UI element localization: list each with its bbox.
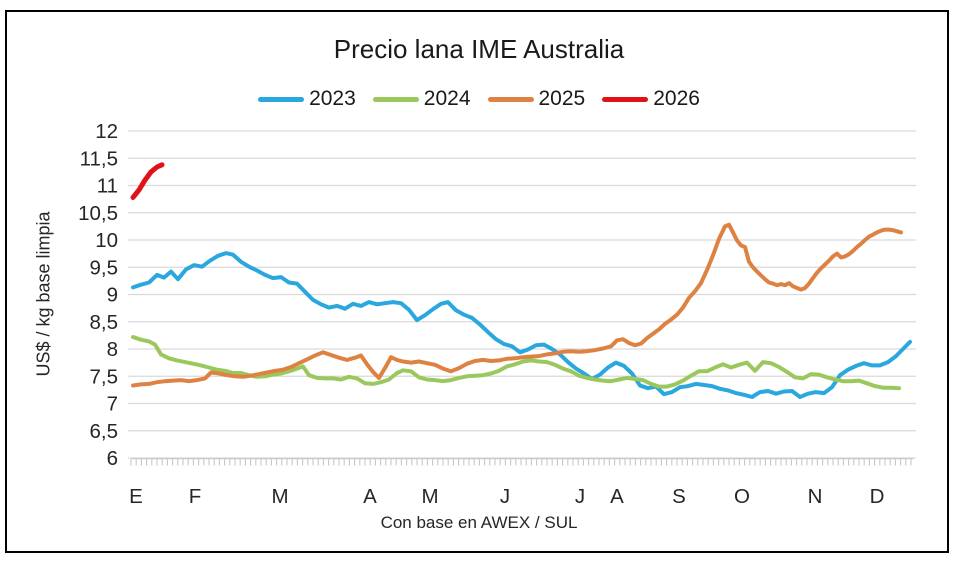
y-tick-label: 6 <box>107 447 118 470</box>
x-month-label: M <box>271 485 288 508</box>
legend-label-2026: 2026 <box>653 87 700 110</box>
y-tick-label: 9 <box>107 284 118 307</box>
legend-item-2025: 2025 <box>487 87 586 111</box>
y-tick-label: 9,5 <box>90 256 119 279</box>
y-tick-label: 10 <box>95 229 118 252</box>
series-line-2024 <box>131 335 901 391</box>
source-caption: Con base en AWEX / SUL <box>380 513 578 532</box>
y-tick-label: 8,5 <box>90 311 119 334</box>
y-tick-label: 10,5 <box>78 202 118 225</box>
x-month-label: J <box>575 485 585 508</box>
legend-label-2023: 2023 <box>309 87 356 110</box>
legend-label-2025: 2025 <box>538 87 586 110</box>
legend-item-2023: 2023 <box>258 87 356 111</box>
legend-swatch-2023 <box>258 96 305 102</box>
legend-label-2024: 2024 <box>423 87 471 110</box>
x-month-label: O <box>734 485 750 508</box>
x-month-label: E <box>129 485 143 508</box>
y-tick-label: 7,5 <box>90 365 119 388</box>
legend-item-2026: 2026 <box>602 87 700 111</box>
legend-swatch-2025 <box>487 96 534 102</box>
y-tick-label: 12 <box>95 120 118 143</box>
x-month-label: A <box>610 485 624 508</box>
y-tick-label: 8 <box>107 338 118 361</box>
series-line-2023 <box>131 251 912 399</box>
legend-swatch-2024 <box>372 96 419 102</box>
legend: 2023 2024 2025 2026 <box>0 87 958 111</box>
chart-frame-border <box>5 10 949 553</box>
x-month-label: A <box>363 485 377 508</box>
series-line-2025 <box>131 222 903 388</box>
chart-title: Precio lana IME Australia <box>333 34 625 64</box>
y-tick-label: 11 <box>97 175 118 198</box>
x-month-label: S <box>672 485 686 508</box>
y-tick-label: 6,5 <box>90 420 119 443</box>
y-tick-label: 7 <box>107 393 118 416</box>
x-month-label: N <box>808 485 823 508</box>
x-month-label: D <box>870 485 885 508</box>
x-month-label: J <box>500 485 510 508</box>
legend-swatch-2026 <box>602 96 649 102</box>
y-tick-label: 11,5 <box>80 147 118 170</box>
series-line-2026 <box>130 162 165 200</box>
x-month-label: M <box>421 485 438 508</box>
x-month-label: F <box>189 485 202 508</box>
legend-item-2024: 2024 <box>372 87 471 111</box>
